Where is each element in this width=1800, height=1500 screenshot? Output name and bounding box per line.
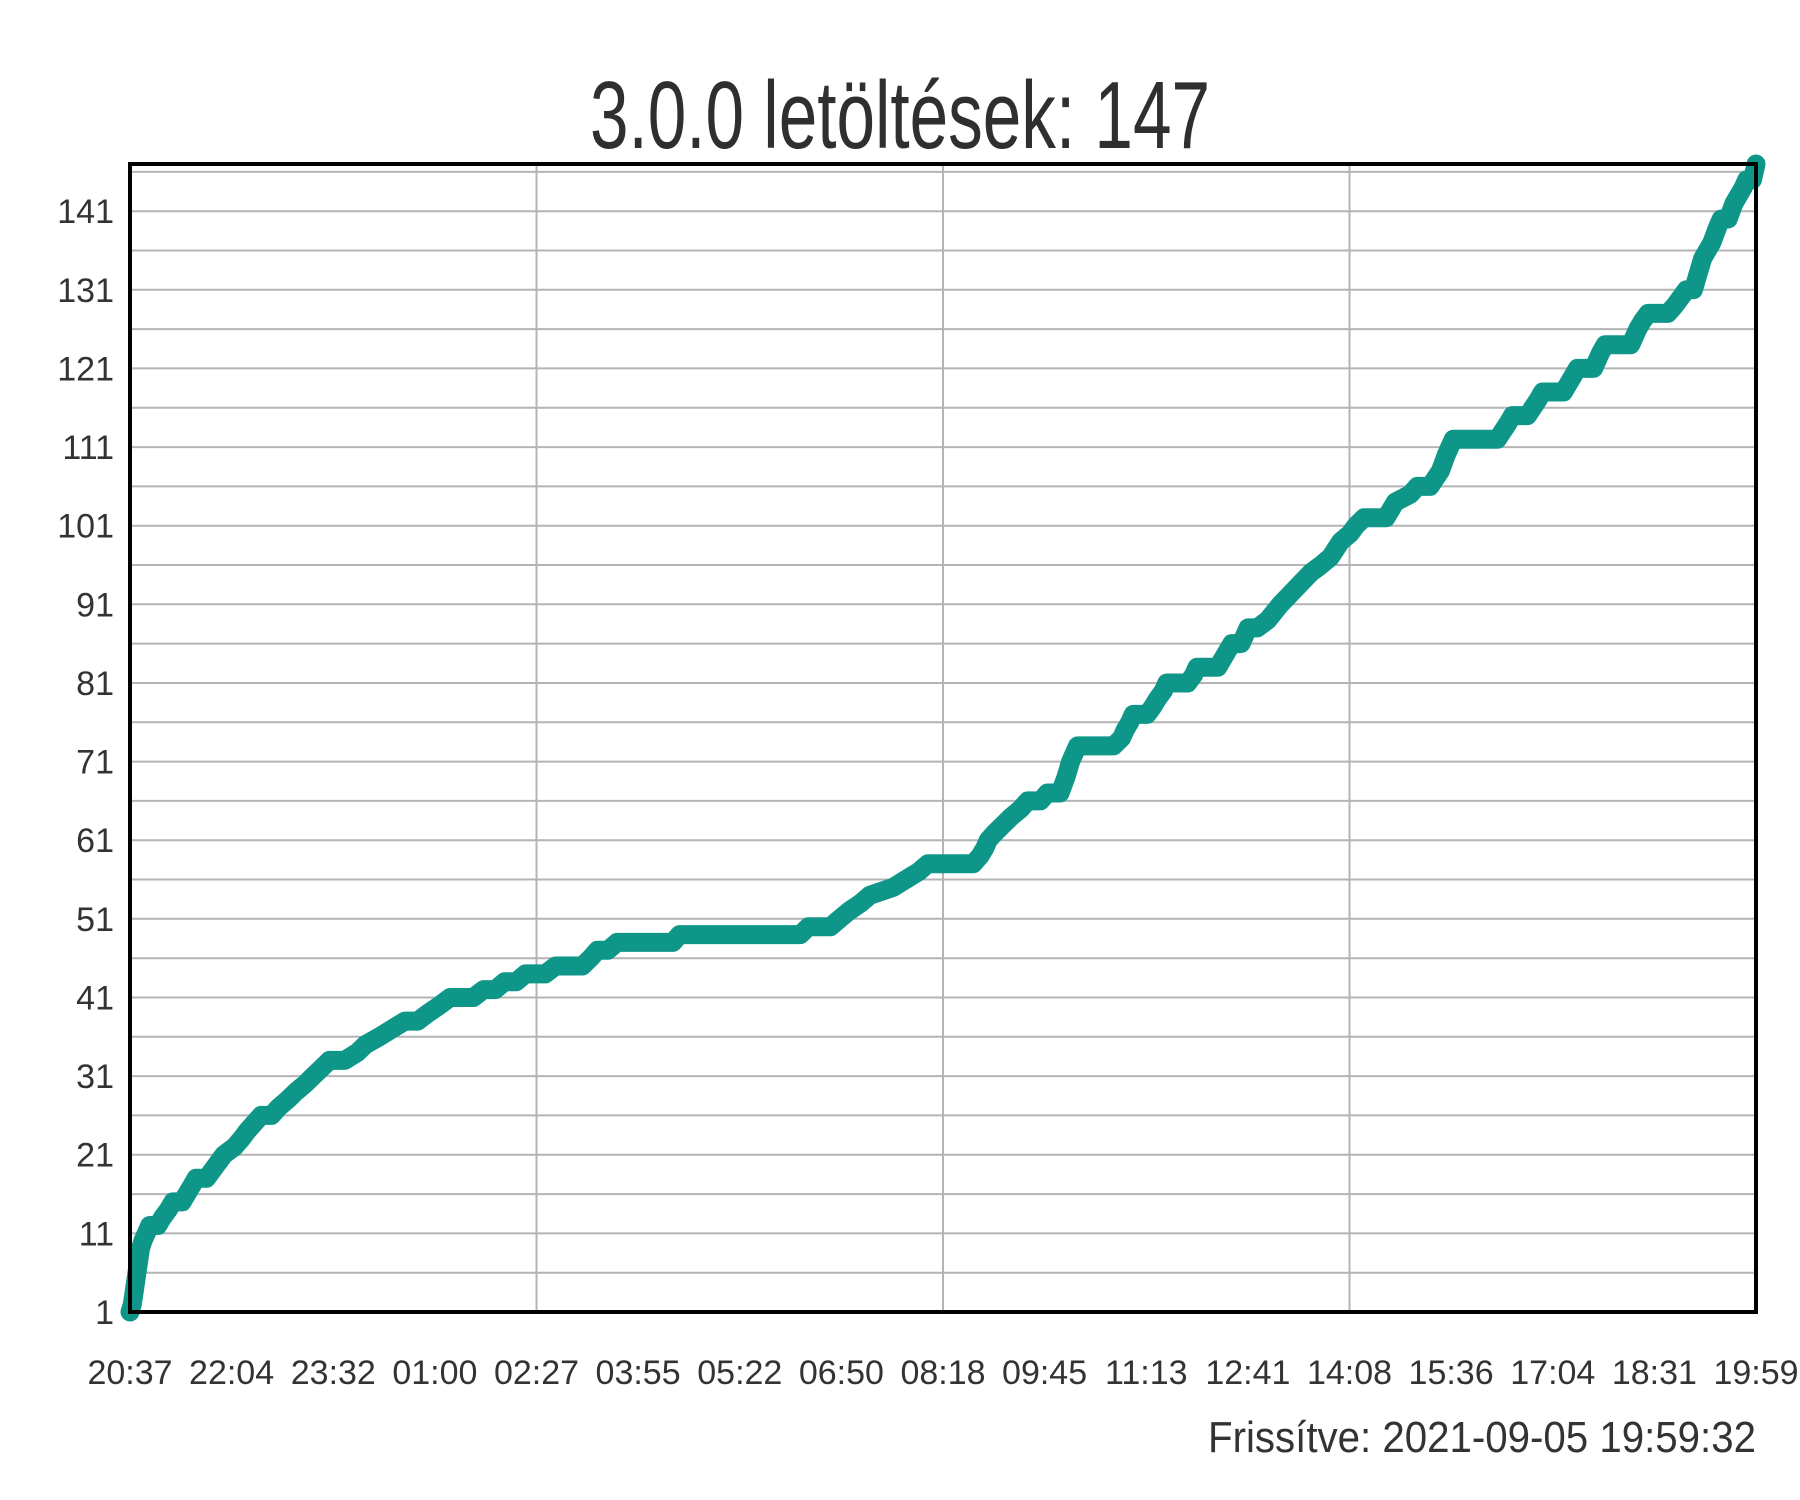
y-tick-label: 11 [79,1215,114,1253]
x-tick-label: 01:00 [392,1354,477,1392]
x-tick-label: 09:45 [1002,1354,1087,1392]
series-layer [120,154,1766,1322]
y-tick-label: 111 [62,429,114,467]
x-tick-label: 05:22 [697,1354,782,1392]
y-tick-label: 41 [76,980,114,1018]
chart-title: 3.0.0 letöltések: 147 [590,62,1210,169]
x-tick-label: 23:32 [291,1354,376,1392]
y-tick-label: 1 [95,1294,114,1332]
y-tick-label: 51 [76,901,114,939]
x-tick-label: 12:41 [1205,1354,1290,1392]
y-tick-label: 61 [76,822,114,860]
x-tick-label: 15:36 [1409,1354,1494,1392]
y-tick-label: 71 [76,744,114,782]
x-axis-labels: 20:37 22:04 23:32 01:00 02:27 03:55 05:22 06:50… [87,1354,1798,1392]
x-tick-label: 06:50 [799,1354,884,1392]
y-tick-label: 121 [57,350,114,388]
y-tick-label: 81 [76,665,114,703]
x-tick-label: 14:08 [1307,1354,1392,1392]
y-tick-label: 31 [76,1058,114,1096]
downloads-line [120,154,1766,1322]
y-tick-label: 141 [57,193,114,231]
y-tick-label: 91 [76,586,114,624]
x-tick-label: 19:59 [1713,1354,1798,1392]
x-tick-label: 22:04 [189,1354,274,1392]
gridlines-layer [130,164,1756,1312]
x-tick-label: 11:13 [1105,1354,1188,1392]
y-tick-label: 21 [76,1137,114,1175]
y-tick-label: 101 [57,508,114,546]
x-tick-label: 20:37 [87,1354,172,1392]
updated-timestamp: Frissítve: 2021-09-05 19:59:32 [1208,1413,1756,1462]
plot-border [128,162,1758,1314]
x-tick-label: 02:27 [494,1354,579,1392]
x-tick-label: 17:04 [1510,1354,1595,1392]
x-tick-label: 08:18 [900,1354,985,1392]
y-tick-label: 131 [57,272,114,310]
x-tick-label: 18:31 [1612,1354,1697,1392]
x-tick-label: 03:55 [596,1354,681,1392]
